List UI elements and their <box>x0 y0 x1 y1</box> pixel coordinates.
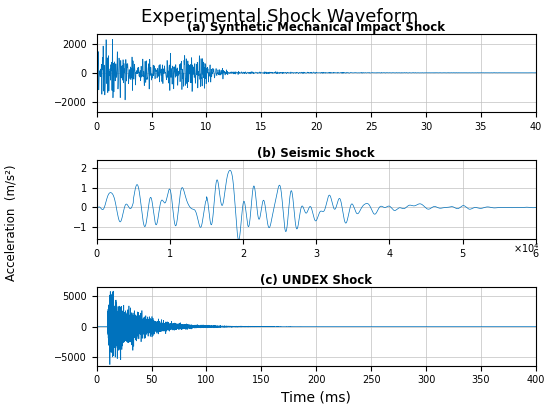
Title: (b) Seismic Shock: (b) Seismic Shock <box>258 147 375 160</box>
Text: Acceleration  (m/s²): Acceleration (m/s²) <box>4 164 18 281</box>
Text: Experimental Shock Waveform: Experimental Shock Waveform <box>141 8 419 26</box>
Text: $\times10^4$: $\times10^4$ <box>514 241 540 255</box>
Title: (c) UNDEX Shock: (c) UNDEX Shock <box>260 274 372 287</box>
X-axis label: Time (ms): Time (ms) <box>281 391 351 405</box>
Title: (a) Synthetic Mechanical Impact Shock: (a) Synthetic Mechanical Impact Shock <box>187 21 445 34</box>
